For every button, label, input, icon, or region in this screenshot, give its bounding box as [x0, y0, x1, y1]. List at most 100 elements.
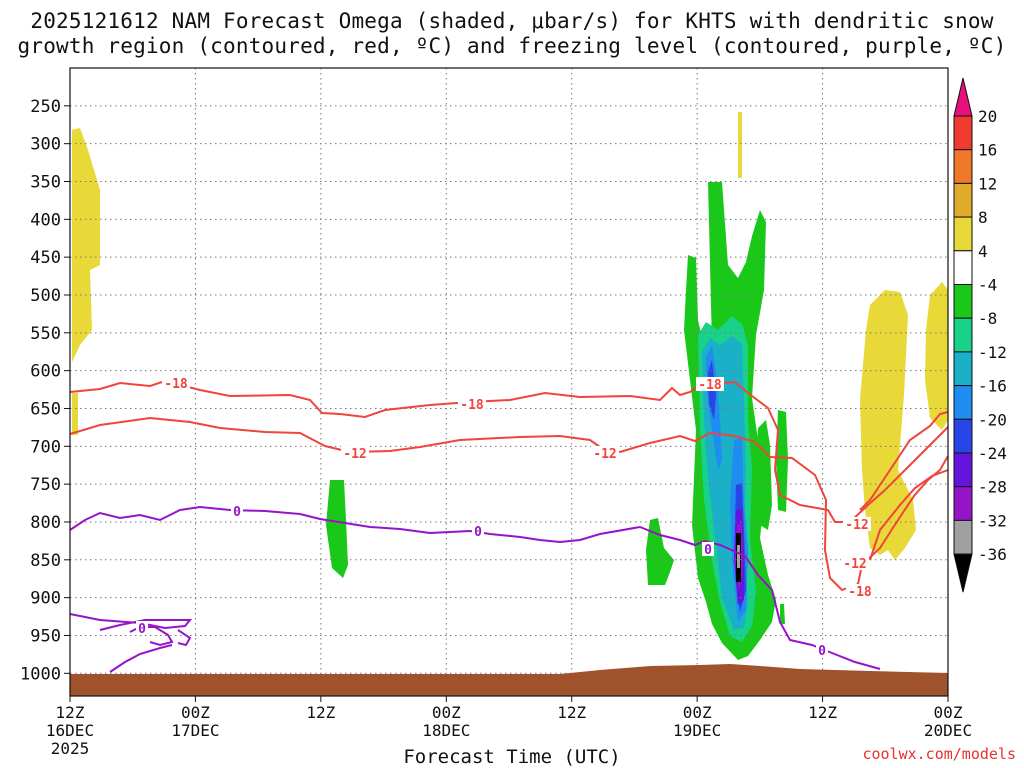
chart-title-line2: growth region (contoured, red, ºC) and f… [17, 34, 1007, 58]
plot-frame [69, 67, 949, 697]
dendritic-contour-label: -18 [848, 585, 872, 600]
colorbar-label: -4 [978, 276, 997, 295]
omega-region [646, 518, 674, 585]
omega-region [738, 112, 742, 178]
colorbar-segment [953, 182, 973, 218]
label-background [136, 621, 148, 635]
dendritic-contour-line [69, 379, 949, 523]
label-background [591, 446, 619, 460]
x-tick-label: 12Z [56, 703, 85, 722]
colorbar: 20 16 12 8 4 -4 -8 -12 -16 -20 -24 -28 -32 -36 [953, 77, 1007, 593]
y-tick-label: 700 [30, 437, 61, 457]
omega-region [780, 604, 785, 624]
label-background [696, 377, 724, 391]
x-tick-year-label: 2025 [51, 739, 90, 758]
freezing-level-contour-line [177, 629, 192, 647]
x-tick-label: 12Z [306, 703, 335, 722]
dendritic-contour-line [859, 411, 949, 511]
label-background [702, 542, 714, 556]
freezing-level-contour-label: 0 [474, 525, 482, 540]
colorbar-segment [953, 317, 973, 353]
freezing-level-contour-label: 0 [704, 543, 712, 558]
freezing-level-contour-line [69, 613, 193, 631]
x-tick-label: 00Z [934, 703, 963, 722]
colorbar-label: 16 [978, 141, 997, 160]
credit-text: coolwx.com/models [862, 745, 1016, 763]
colorbar-label: -16 [978, 377, 1007, 396]
y-tick-label: 900 [30, 589, 61, 609]
grid-layer [70, 68, 948, 696]
colorbar-segment [953, 250, 973, 286]
colorbar-segment [953, 553, 973, 593]
colorbar-segment [953, 351, 973, 387]
x-tick-label: 00Z [683, 703, 712, 722]
freezing-level-contour-label: 0 [818, 644, 826, 659]
x-tick-date-label: 20DEC [924, 721, 972, 740]
dendritic-contour-label: -18 [698, 378, 722, 393]
y-tick-label: 950 [30, 626, 61, 646]
omega-region [72, 128, 100, 362]
x-axis-label: Forecast Time (UTC) [403, 746, 621, 768]
colorbar-label: 12 [978, 174, 997, 193]
colorbar-label: 4 [978, 242, 988, 261]
contour-layer: -18 -18 -18 -12 -12 -12 -18 -12 0 0 0 0 0 [69, 376, 949, 673]
dendritic-contour-label: -12 [843, 557, 866, 572]
y-tick-label: 350 [30, 172, 61, 192]
y-tick-label: 500 [30, 286, 61, 306]
label-background [472, 524, 484, 538]
freezing-level-contour-label: 0 [233, 505, 241, 520]
colorbar-label: -28 [978, 478, 1007, 497]
dendritic-contour-line [869, 469, 949, 561]
omega-region [72, 393, 78, 435]
omega-region [326, 480, 348, 578]
x-tick-label: 12Z [808, 703, 837, 722]
x-tick-date-label: 17DEC [171, 721, 219, 740]
y-tick-label: 250 [30, 97, 61, 117]
colorbar-segment [953, 486, 973, 521]
colorbar-segment [953, 452, 973, 488]
y-tick-label: 800 [30, 513, 61, 533]
y-tick-label: 300 [30, 135, 61, 155]
colorbar-segment [953, 115, 973, 151]
axes-layer: 250 300 350 400 450 500 550 600 650 700 750 800 850 9… [20, 67, 972, 758]
colorbar-label: -20 [978, 410, 1007, 429]
x-tick-label: 00Z [432, 703, 461, 722]
colorbar-segment [953, 284, 973, 319]
dendritic-contour-label: -18 [164, 377, 188, 392]
dendritic-contour-line [69, 416, 949, 592]
label-background [458, 397, 486, 411]
y-tick-label: 400 [30, 210, 61, 230]
colorbar-segment [953, 77, 973, 117]
label-background [341, 446, 369, 460]
omega-region [737, 545, 740, 568]
x-tick-date-label: 16DEC [46, 721, 94, 740]
colorbar-segment [953, 385, 973, 420]
x-tick-label: 00Z [181, 703, 210, 722]
omega-region [925, 282, 948, 430]
dendritic-contour-label: -12 [845, 518, 868, 533]
y-tick-label: 450 [30, 248, 61, 268]
y-tick-label: 750 [30, 475, 61, 495]
colorbar-label: 8 [978, 208, 988, 227]
y-tick-label: 600 [30, 362, 61, 382]
label-background [816, 643, 828, 657]
x-tick-label: 12Z [557, 703, 586, 722]
label-background [846, 584, 874, 598]
freezing-level-contour-line [69, 505, 881, 670]
terrain-layer [70, 664, 948, 696]
colorbar-label: -36 [978, 545, 1007, 564]
y-tick-label: 650 [30, 399, 61, 419]
colorbar-label: 20 [978, 107, 997, 126]
colorbar-segment [953, 519, 973, 555]
freezing-level-contour-label: 0 [138, 622, 146, 637]
colorbar-label: -12 [978, 343, 1007, 362]
x-tick-date-label: 19DEC [673, 721, 721, 740]
freezing-level-contour-line [109, 644, 173, 673]
colorbar-label: -8 [978, 309, 997, 328]
dendritic-contour-label: -12 [343, 447, 366, 462]
y-tick-label: 1000 [20, 664, 61, 684]
colorbar-label: -24 [978, 444, 1007, 463]
colorbar-label: -32 [978, 511, 1007, 530]
